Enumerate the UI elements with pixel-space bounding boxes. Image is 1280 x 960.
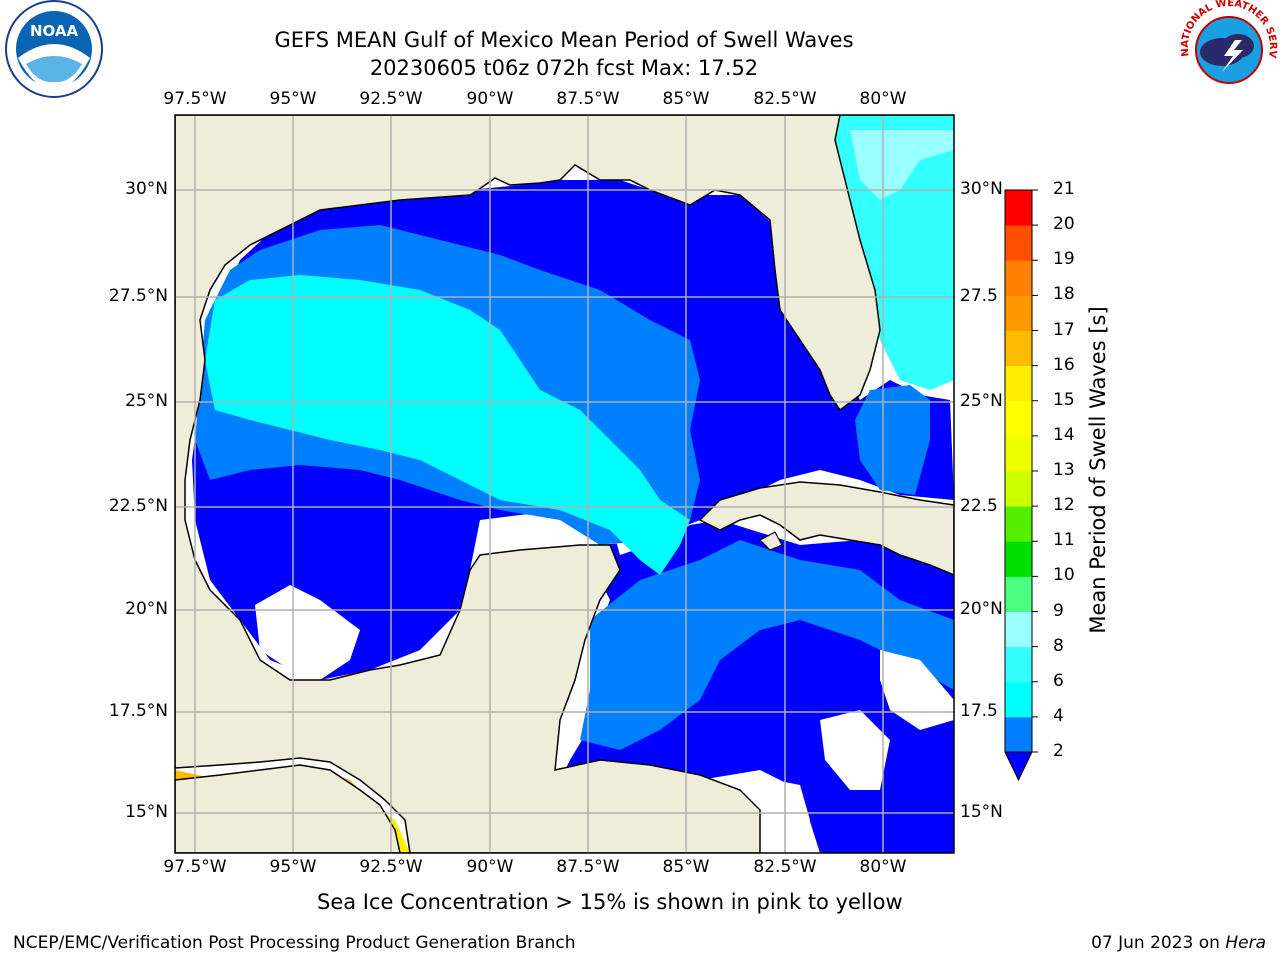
x-tick-top: 80°W: [859, 89, 907, 109]
figure-subtitle: 20230605 t06z 072h fcst Max: 17.52: [369, 56, 759, 80]
y-tick-left: 27.5°N: [108, 286, 168, 306]
colorbar-bin-8-9: [1005, 611, 1032, 648]
colorbar-extend-arrow: [1004, 751, 1033, 782]
low-period-patch-2: [820, 710, 890, 790]
x-tick-bottom: 97.5°W: [163, 857, 227, 877]
colorbar-tick: 11: [1053, 530, 1075, 551]
x-tick-bottom: 82.5°W: [753, 857, 817, 877]
colorbar-bin-11-12: [1005, 506, 1032, 542]
colorbar-bin-2-4: [1005, 716, 1032, 753]
colorbar-tick: 18: [1053, 284, 1075, 305]
colorbar-label: Mean Period of Swell Waves [s]: [1086, 306, 1110, 634]
low-period-patch-1: [255, 585, 360, 680]
y-tick-left: 15°N: [125, 802, 168, 822]
y-tick-left: 22.5°N: [108, 496, 168, 516]
y-tick-right: 20°N: [960, 599, 1003, 619]
period-2-4-atlantic-keys: [855, 385, 930, 495]
map-panel: [175, 115, 954, 853]
y-tick-left: 17.5°N: [108, 701, 168, 721]
colorbar-bin-14-15: [1005, 400, 1032, 437]
colorbar-bin-17-18: [1005, 295, 1032, 331]
x-tick-top: 97.5°W: [163, 89, 227, 109]
y-tick-right: 22.5: [960, 496, 998, 516]
y-tick-right: 27.5: [960, 286, 998, 306]
colorbar-tick: 14: [1053, 424, 1075, 445]
colorbar-tick: 16: [1053, 354, 1075, 375]
x-tick-top: 95°W: [269, 89, 317, 109]
y-tick-right: 17.5: [960, 701, 998, 721]
footer-date: 07 Jun 2023 on Hera: [1091, 933, 1266, 953]
x-tick-top: 82.5°W: [753, 89, 817, 109]
period-6-8-atlantic: [850, 130, 954, 200]
x-tick-bottom: 87.5°W: [556, 857, 620, 877]
y-tick-right: 25°N: [960, 391, 1003, 411]
colorbar-tick: 6: [1053, 670, 1064, 691]
x-tick-bottom: 92.5°W: [359, 857, 423, 877]
land-north-america: [175, 115, 954, 853]
y-tick-left: 20°N: [125, 599, 168, 619]
y-tick-left: 25°N: [125, 391, 168, 411]
x-tick-top: 90°W: [466, 89, 514, 109]
figure-title: GEFS MEAN Gulf of Mexico Mean Period of …: [274, 28, 854, 52]
footer-date-text: 07 Jun 2023 on: [1091, 933, 1226, 953]
land-island-hisp: [759, 531, 783, 551]
colorbar-tick: 2: [1053, 741, 1064, 761]
colorbar-bin-20-21: [1005, 190, 1032, 226]
colorbar-tick: 20: [1053, 214, 1075, 235]
colorbar-bin-10-11: [1005, 541, 1032, 577]
colorbar-tick: 9: [1053, 600, 1064, 621]
graticule: [175, 115, 954, 853]
colorbar-bin-18-19: [1005, 260, 1032, 296]
colorbar-tick: 21: [1053, 179, 1075, 199]
land-cuba: [698, 481, 954, 576]
x-tick-top: 87.5°W: [556, 89, 620, 109]
y-tick-right: 15°N: [960, 802, 1003, 822]
map-frame: [174, 114, 955, 854]
colorbar-bin-15-16: [1005, 365, 1032, 402]
colorbar-bin-12-13: [1005, 471, 1032, 507]
footer-credit: NCEP/EMC/Verification Post Processing Pr…: [13, 933, 576, 953]
colorbar-bin-13-14: [1005, 435, 1032, 472]
x-tick-top: 85°W: [662, 89, 710, 109]
sea-ice-note: Sea Ice Concentration > 15% is shown in …: [317, 890, 903, 914]
period-4-6-atlantic: [830, 115, 954, 390]
colorbar-bin-6-8: [1005, 646, 1032, 683]
low-period-patch-4: [750, 775, 810, 853]
colorbar-bin-9-10: [1005, 576, 1032, 612]
period-4-6-region: [205, 275, 690, 575]
noaa-logo-text: NOAA: [30, 22, 79, 40]
colorbar-tick: 12: [1053, 495, 1075, 516]
colorbar-bin-19-20: [1005, 225, 1032, 261]
x-tick-top: 92.5°W: [359, 89, 423, 109]
low-period-patch-3: [880, 650, 954, 730]
noaa-logo: NOAA: [5, 0, 103, 98]
colorbar-bin-4-6: [1005, 681, 1032, 718]
colorbar-tick: 10: [1053, 565, 1075, 586]
x-tick-bottom: 95°W: [269, 857, 317, 877]
x-tick-bottom: 90°W: [466, 857, 514, 877]
colorbar-tick: 13: [1053, 460, 1075, 480]
colorbar-tick: 15: [1053, 389, 1075, 410]
colorbar-tick: 4: [1053, 705, 1064, 726]
x-tick-bottom: 85°W: [662, 857, 710, 877]
colorbar-tick: 19: [1053, 249, 1075, 270]
colorbar-tick: 17: [1053, 319, 1075, 340]
y-tick-right: 30°N: [960, 179, 1003, 199]
x-tick-bottom: 80°W: [859, 857, 907, 877]
colorbar: [1004, 189, 1038, 782]
y-tick-left: 30°N: [125, 179, 168, 199]
footer-host: Hera: [1225, 933, 1266, 953]
colorbar-bin-16-17: [1005, 330, 1032, 367]
period-2-4-region-south: [580, 540, 954, 750]
colorbar-tick: 8: [1053, 635, 1064, 656]
